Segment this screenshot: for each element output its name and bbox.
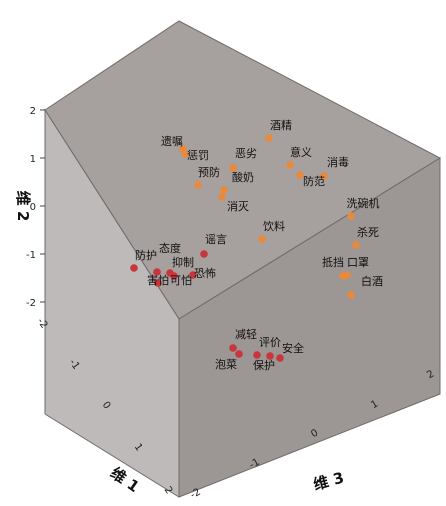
orange-point	[229, 164, 237, 172]
orange-point-label: 洗碗机	[347, 196, 380, 210]
red-point	[153, 268, 161, 276]
red-point	[266, 352, 274, 360]
orange-point-label: 杀死	[357, 225, 379, 239]
red-point-label: 态度	[159, 241, 181, 255]
red-point	[229, 344, 237, 352]
orange-point-label: 口罩	[347, 256, 369, 269]
orange-point	[343, 271, 351, 279]
z-axis-ticks: -2 -1 0 1 2	[189, 368, 437, 501]
red-point-label: 防护	[135, 248, 157, 262]
y-axis-ticks: 2 1 0 -1 -2	[26, 106, 45, 309]
orange-point	[265, 134, 273, 142]
red-point	[200, 250, 208, 258]
orange-point-label: 惩罚	[187, 149, 209, 162]
orange-point-label: 防范	[303, 174, 325, 188]
orange-point-label: 恶劣	[235, 146, 257, 160]
x-tick-label: 1	[132, 442, 145, 454]
z-tick-label: -1	[248, 457, 262, 472]
red-point-label: 害怕	[147, 273, 169, 287]
orange-point-label: 预防	[198, 165, 220, 179]
red-point	[189, 271, 197, 279]
red-point-label: 评价	[259, 336, 281, 349]
red-point-label: 谣言	[205, 233, 227, 246]
orange-point	[347, 212, 355, 220]
cube-faces	[44, 20, 442, 498]
orange-point	[218, 193, 226, 201]
y-tick-label: -2	[26, 298, 36, 309]
orange-point-label: 遗嘱	[161, 134, 183, 148]
data-points	[130, 134, 360, 362]
red-point-label: 可怕	[170, 274, 192, 287]
y-tick-label: 1	[30, 154, 36, 165]
z-tick-label: 1	[369, 398, 380, 411]
orange-point	[296, 171, 304, 179]
red-point	[130, 264, 138, 272]
orange-point	[181, 150, 189, 158]
orange-point-label: 酒精	[270, 119, 292, 132]
orange-point	[258, 235, 266, 243]
z-tick-label: -2	[189, 487, 203, 502]
orange-point-label: 意义	[290, 145, 312, 159]
x-tick-label: 0	[100, 400, 113, 412]
orange-point	[320, 172, 328, 180]
red-point	[276, 354, 284, 362]
red-point	[253, 351, 261, 359]
red-point-label: 减轻	[235, 327, 257, 341]
orange-point	[220, 186, 228, 194]
orange-point	[352, 241, 360, 249]
y-tick-label: 0	[30, 202, 36, 213]
orange-point	[286, 161, 294, 169]
z-tick-label: 0	[309, 427, 320, 440]
red-point	[170, 272, 178, 280]
orange-point	[347, 291, 355, 299]
z-tick-label: 2	[425, 368, 436, 381]
red-point-label: 保护	[253, 358, 275, 372]
orange-point-label: 抵挡	[322, 255, 344, 269]
red-point-label: 抑制	[172, 255, 194, 269]
z-axis-title: 维 3	[312, 469, 346, 494]
orange-point-label: 白酒	[361, 274, 383, 288]
orange-point	[194, 181, 202, 189]
red-point-label: 安全	[282, 341, 304, 355]
cube-left-face	[44, 108, 180, 498]
orange-point-label: 消毒	[327, 155, 349, 169]
red-point	[154, 279, 162, 287]
orange-point-label: 酸奶	[232, 170, 254, 184]
x-tick-label: 2	[162, 485, 175, 497]
y-tick-label: 2	[30, 106, 36, 117]
y-tick-label: -1	[26, 250, 36, 261]
red-point-label: 恐怖	[194, 266, 216, 280]
y-axis-title: 维 2	[14, 191, 32, 222]
red-point-label: 泡菜	[215, 357, 237, 371]
orange-point-label: 饮料	[263, 219, 285, 233]
orange-point-label: 消灭	[227, 199, 249, 213]
red-point	[235, 350, 243, 358]
